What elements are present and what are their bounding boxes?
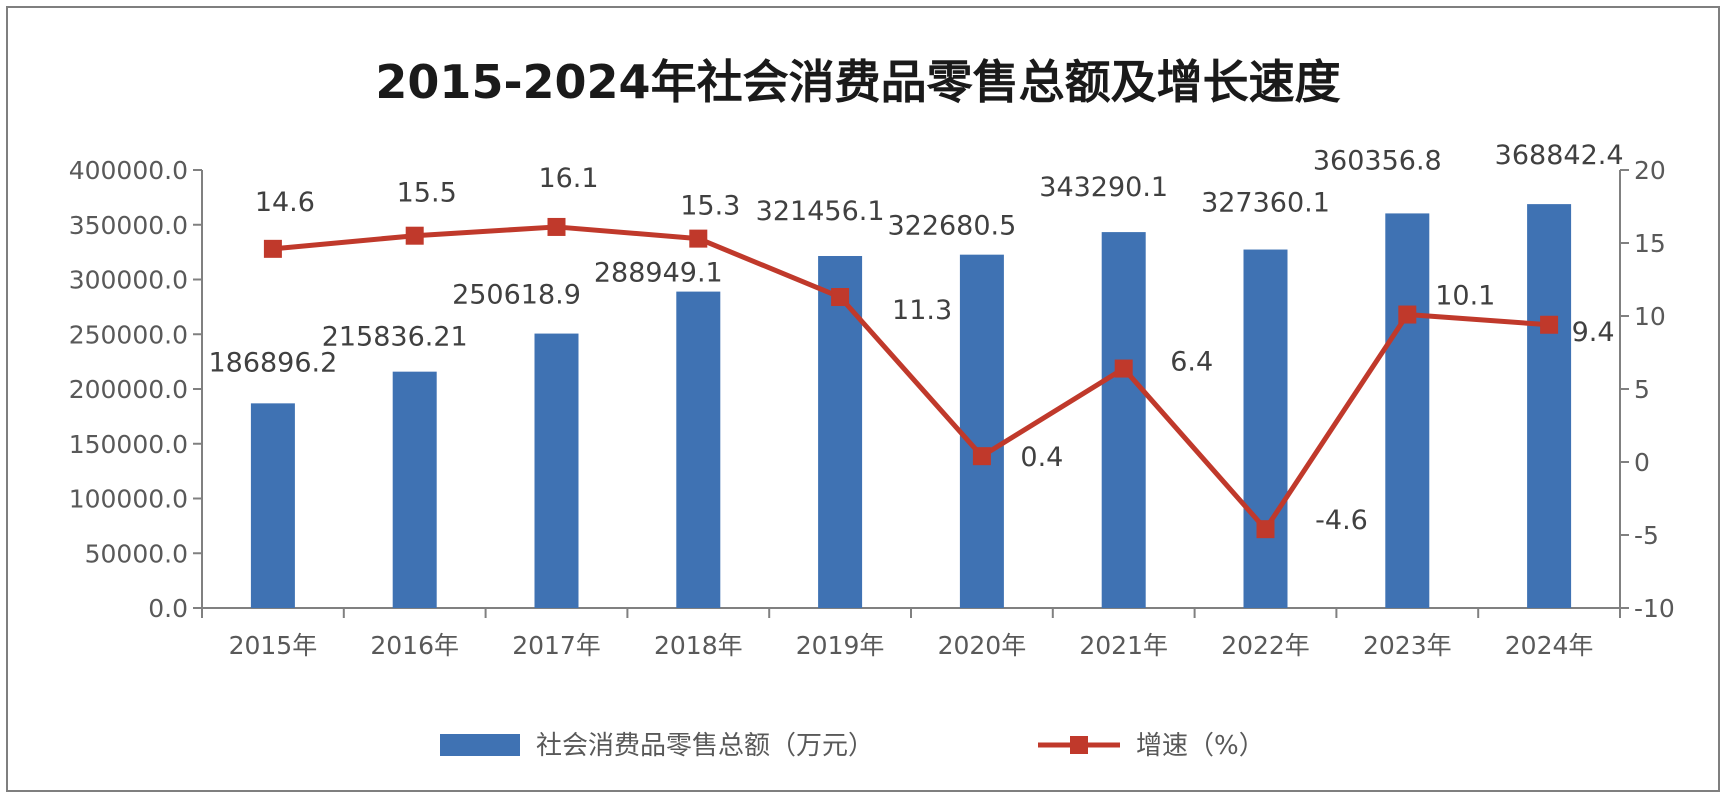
bar-value-label: 343290.1 <box>1039 172 1168 203</box>
left-tick-label: 150000.0 <box>69 430 188 459</box>
right-tick-label: 15 <box>1634 229 1666 258</box>
bar <box>1101 232 1146 608</box>
right-tick-label: -10 <box>1634 594 1675 623</box>
x-tick-label: 2024年 <box>1505 631 1594 660</box>
bar-value-label: 215836.21 <box>322 322 468 353</box>
line-point <box>1398 305 1417 324</box>
legend-bar-label: 社会消费品零售总额（万元） <box>536 731 874 761</box>
left-tick-label: 300000.0 <box>69 266 188 295</box>
bar-value-label: 327360.1 <box>1201 188 1330 219</box>
x-tick-label: 2020年 <box>938 631 1027 660</box>
x-tick-label: 2016年 <box>370 631 459 660</box>
line-point <box>1256 520 1275 539</box>
left-tick-label: 350000.0 <box>69 211 188 240</box>
bar <box>534 333 579 608</box>
line-point <box>972 447 991 466</box>
right-tick-label: 0 <box>1634 448 1650 477</box>
left-tick-label: 200000.0 <box>69 375 188 404</box>
x-tick-label: 2022年 <box>1221 631 1310 660</box>
chart-title: 2015-2024年社会消费品零售总额及增长速度 <box>375 55 1340 109</box>
line-point <box>547 217 566 236</box>
growth-value-label: 6.4 <box>1170 347 1213 378</box>
chart: 2015-2024年社会消费品零售总额及增长速度 0.0 50000.0 10000… <box>69 55 1675 761</box>
left-tick-label: 400000.0 <box>69 156 188 185</box>
left-tick-label: 0.0 <box>148 594 188 623</box>
legend-line-label: 增速（%） <box>1136 731 1265 761</box>
growth-line-series <box>263 217 1559 539</box>
growth-value-label: 0.4 <box>1020 442 1063 473</box>
x-tick-label: 2019年 <box>796 631 885 660</box>
legend-line-marker <box>1070 736 1088 754</box>
growth-value-label: 16.1 <box>538 163 598 194</box>
line-point <box>405 226 424 245</box>
growth-value-label: 10.1 <box>1435 281 1495 312</box>
x-tick-label: 2021年 <box>1079 631 1168 660</box>
bar <box>1243 249 1288 608</box>
growth-value-label: 15.5 <box>397 178 457 209</box>
right-tick-label: 5 <box>1634 375 1650 404</box>
bar <box>818 256 863 608</box>
bar <box>1527 204 1572 609</box>
x-tick-label: 2015年 <box>229 631 318 660</box>
growth-value-label: 9.4 <box>1572 317 1615 348</box>
right-tick-label: -5 <box>1634 521 1659 550</box>
bar-value-label: 368842.4 <box>1495 140 1624 171</box>
bar-value-label: 321456.1 <box>756 196 885 227</box>
left-tick-label: 100000.0 <box>69 485 188 514</box>
bar-value-label: 186896.2 <box>208 347 337 378</box>
growth-value-label: -4.6 <box>1315 505 1368 536</box>
bar-value-label: 250618.9 <box>452 280 581 311</box>
bar-value-label: 322680.5 <box>887 211 1016 242</box>
bar <box>392 371 437 608</box>
growth-line <box>272 224 1550 532</box>
bar <box>676 291 721 608</box>
bar <box>250 403 295 608</box>
right-tick-label: 20 <box>1634 156 1666 185</box>
bar-value-label: 360356.8 <box>1313 145 1442 176</box>
growth-value-label: 14.6 <box>255 187 315 218</box>
x-tick-label: 2018年 <box>654 631 743 660</box>
legend-bar-swatch <box>440 734 520 756</box>
line-point <box>689 229 708 248</box>
line-point <box>263 239 282 258</box>
bar <box>1385 213 1430 608</box>
line-point <box>1114 359 1133 378</box>
right-tick-label: 10 <box>1634 302 1666 331</box>
bar <box>959 254 1004 608</box>
x-tick-label: 2023年 <box>1363 631 1452 660</box>
growth-value-label: 15.3 <box>680 191 740 222</box>
left-tick-label: 250000.0 <box>69 320 188 349</box>
bar-value-label: 288949.1 <box>594 258 723 289</box>
x-tick-label: 2017年 <box>512 631 601 660</box>
axes: 0.0 50000.0 100000.0 150000.0 200000.0 250000… <box>69 156 1675 660</box>
left-tick-label: 50000.0 <box>85 539 188 568</box>
bar-series <box>250 204 1572 609</box>
legend: 社会消费品零售总额（万元） 增速（%） <box>440 731 1265 761</box>
growth-value-label: 11.3 <box>892 295 952 326</box>
line-point <box>1540 315 1559 334</box>
chart-frame: 2015-2024年社会消费品零售总额及增长速度 0.0 50000.0 10000… <box>6 6 1720 792</box>
line-point <box>831 288 850 307</box>
